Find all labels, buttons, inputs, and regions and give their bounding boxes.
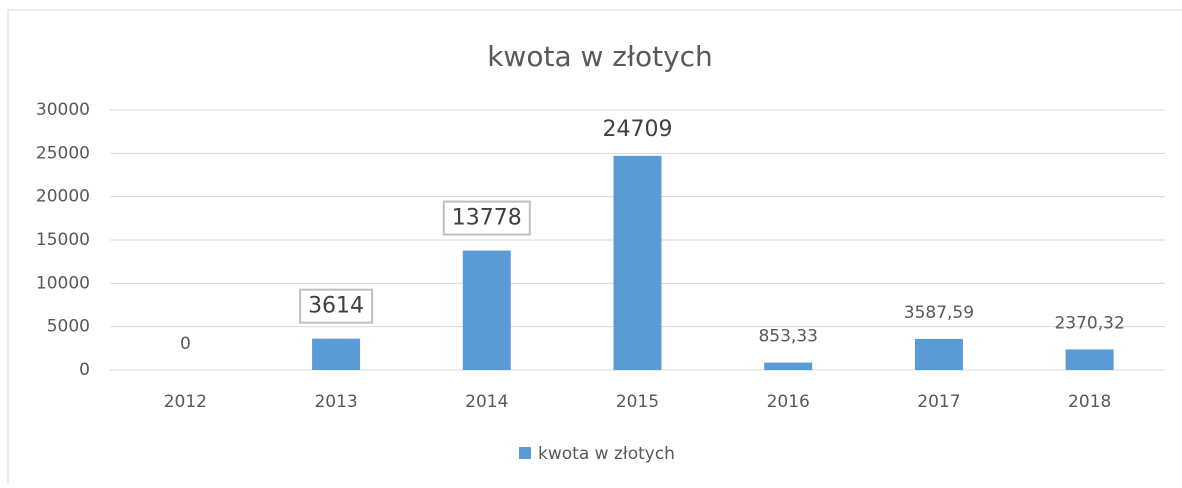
data-label: 853,33 <box>758 327 817 347</box>
x-tick-label: 2012 <box>164 392 207 412</box>
x-tick-label: 2013 <box>314 392 357 412</box>
y-tick-label: 30000 <box>36 100 90 120</box>
y-tick-label: 25000 <box>36 143 90 163</box>
data-label: 0 <box>180 334 191 354</box>
data-label: 3587,59 <box>904 303 974 323</box>
x-tick-label: 2016 <box>767 392 810 412</box>
data-label: 3614 <box>308 294 364 319</box>
data-label-box <box>299 288 374 324</box>
bar <box>914 338 963 370</box>
y-tick-label: 20000 <box>36 187 90 207</box>
y-tick-label: 15000 <box>36 230 90 250</box>
legend-label: kwota w złotych <box>538 444 675 464</box>
data-label: 2370,32 <box>1054 313 1124 333</box>
x-tick-label: 2014 <box>465 392 508 412</box>
x-tick-label: 2015 <box>616 392 659 412</box>
chart-frame <box>7 9 1182 488</box>
data-label: 24709 <box>603 117 673 142</box>
bar <box>462 250 511 370</box>
legend-swatch <box>519 447 531 459</box>
x-tick-label: 2017 <box>917 392 960 412</box>
chart-title: kwota w złotych <box>487 40 713 73</box>
data-label-box <box>442 200 531 236</box>
bar <box>764 362 813 370</box>
x-tick-label: 2018 <box>1068 392 1111 412</box>
bar <box>1065 349 1114 370</box>
bar <box>613 155 662 370</box>
y-tick-label: 10000 <box>36 273 90 293</box>
data-label: 13778 <box>452 206 522 231</box>
y-tick-label: 0 <box>79 360 90 380</box>
y-tick-label: 5000 <box>47 317 90 337</box>
bar <box>312 338 361 370</box>
